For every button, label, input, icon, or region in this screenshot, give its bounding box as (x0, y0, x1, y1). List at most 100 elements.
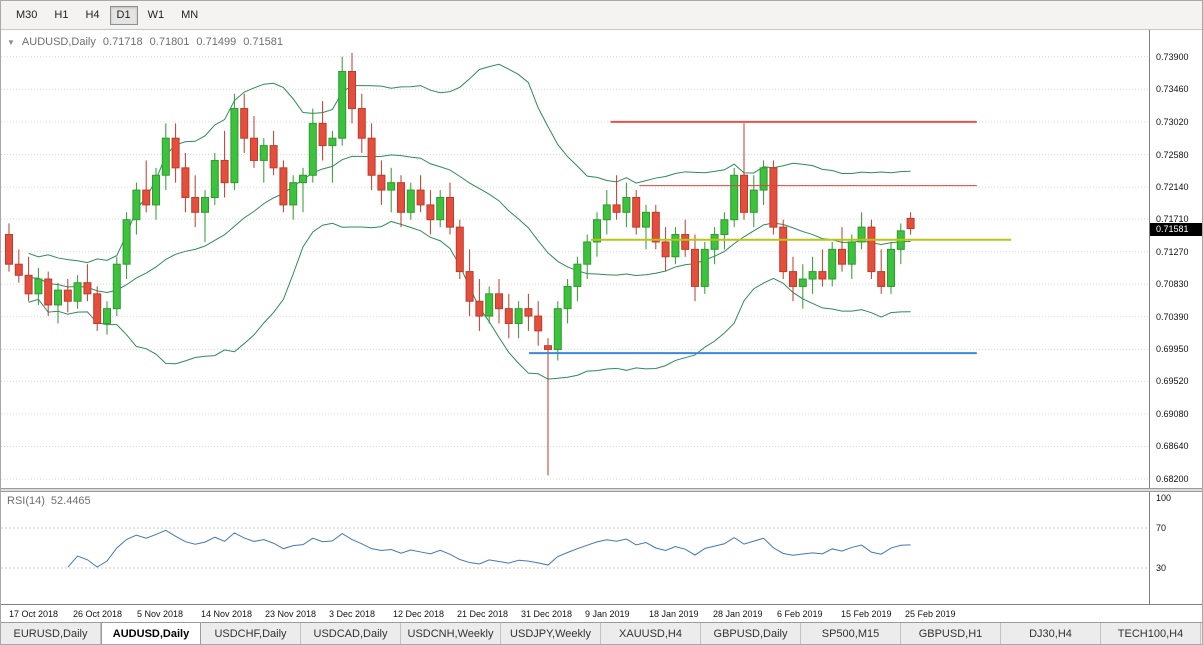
candle-body (161, 137, 170, 176)
ohlc-low: 0.71499 (196, 36, 237, 48)
chart-tab-xauusd-h4[interactable]: XAUUSD,H4 (601, 623, 701, 644)
chart-tab-usdchf-daily[interactable]: USDCHF,Daily (201, 623, 301, 644)
candle-body (279, 167, 288, 206)
candle-body (289, 182, 298, 206)
timeframe-button-h1[interactable]: H1 (54, 8, 69, 21)
candle-body (583, 241, 592, 265)
price-axis-label: 0.72580 (1156, 149, 1189, 160)
time-axis[interactable]: 17 Oct 2018 26 Oct 2018 5 Nov 2018 14 Nov 2… (1, 604, 1202, 624)
time-axis-label: 17 Oct 2018 (9, 609, 59, 619)
timeframe-button-mn[interactable]: MN (181, 8, 199, 21)
candle-body (377, 174, 386, 191)
chart-window: ▼ AUDUSD,Daily 0.71718 0.71801 0.71499 0… (1, 30, 1202, 624)
candle-body (299, 174, 307, 184)
candle-body (671, 234, 680, 258)
candle-body (485, 293, 494, 317)
price-axis-label: 0.72140 (1156, 182, 1189, 193)
chart-tab-usdcnh-weekly[interactable]: USDCNH,Weekly (401, 623, 501, 644)
timeframe-button-m30[interactable]: M30 (16, 8, 38, 21)
chart-tab-dj30-h4[interactable]: DJ30,H4 (1001, 623, 1101, 644)
price-axis-label: 0.69520 (1156, 376, 1189, 387)
chart-tab-audusd-daily[interactable]: AUDUSD,Daily (101, 623, 201, 644)
candle-body (906, 217, 915, 230)
candle-body (328, 137, 337, 147)
candle-body (612, 204, 621, 213)
chart-tab-sp500-m15[interactable]: SP500,M15 (801, 623, 901, 644)
candle-body (250, 137, 258, 161)
candle-body (681, 234, 690, 250)
candle-body (230, 108, 239, 184)
candle-body (338, 71, 347, 139)
rsi-axis-label: 100 (1156, 493, 1172, 503)
time-axis-label: 28 Jan 2019 (713, 609, 763, 619)
rsi-chart (1, 527, 1149, 569)
chart-tab-usdcad-daily[interactable]: USDCAD,Daily (301, 623, 401, 644)
time-axis-label: 5 Nov 2018 (137, 609, 184, 619)
candle-body (397, 182, 405, 213)
candle-body (622, 196, 631, 213)
collapse-arrow-icon[interactable]: ▼ (7, 37, 15, 47)
time-axis-label: 6 Feb 2019 (777, 609, 823, 619)
candle-body (632, 196, 641, 228)
timeframe-button-d1[interactable]: D1 (109, 5, 138, 25)
price-axis-label: 0.71710 (1156, 213, 1189, 224)
rsi-axis-label: 70 (1156, 523, 1167, 533)
candle-body (534, 315, 543, 332)
candle-body (475, 300, 484, 317)
candle-body (348, 71, 356, 110)
candle-body (838, 248, 846, 265)
time-axis-label: 12 Dec 2018 (393, 609, 445, 619)
price-axis[interactable]: 0.73900 0.73460 0.73020 0.72580 0.72140 0.717… (1149, 30, 1202, 488)
price-axis-label: 0.68200 (1156, 474, 1189, 485)
candle-body (14, 263, 23, 276)
price-axis-label: 0.70390 (1156, 311, 1189, 322)
main-chart-pane[interactable]: ▼ AUDUSD,Daily 0.71718 0.71801 0.71499 0… (1, 30, 1202, 488)
time-axis-label: 15 Feb 2019 (841, 609, 892, 619)
candle-body (387, 182, 396, 191)
candle-body (201, 196, 209, 213)
chart-tab-usdjpy-weekly[interactable]: USDJPY,Weekly (501, 623, 601, 644)
candle-body (553, 308, 562, 350)
timeframe-button-w1[interactable]: W1 (147, 8, 165, 21)
candle-body (514, 308, 523, 324)
candle-body (318, 122, 327, 147)
candle-body (789, 271, 797, 287)
candle-body (465, 271, 474, 302)
candle-body (769, 167, 778, 228)
time-axis-label: 14 Nov 2018 (201, 609, 253, 619)
chart-tab-tech100-h4[interactable]: TECH100,H4 (1101, 623, 1201, 644)
time-axis-label: 9 Jan 2019 (585, 609, 630, 619)
candle-body (112, 263, 121, 310)
candle-body (642, 211, 650, 228)
candle-body (651, 211, 660, 243)
candle-body (887, 248, 895, 287)
ohlc-open: 0.71718 (102, 36, 143, 48)
candle-body (63, 289, 72, 302)
candle-body (240, 108, 249, 139)
time-axis-label: 18 Jan 2019 (649, 609, 699, 619)
candle-body (142, 189, 151, 206)
ohlc-high: 0.71801 (149, 36, 190, 48)
time-axis-label: 3 Dec 2018 (329, 609, 376, 619)
price-axis-label: 0.70830 (1156, 279, 1189, 290)
candle-body (426, 204, 435, 221)
chart-tab-eurusd-daily[interactable]: EURUSD,Daily (1, 623, 101, 644)
chart-tab-gbpusd-h1[interactable]: GBPUSD,H1 (901, 623, 1001, 644)
rsi-axis[interactable]: 100 70 30 (1149, 492, 1202, 604)
rsi-header: RSI(14) 52.4465 (7, 495, 91, 507)
candle-body (867, 226, 876, 273)
pane-splitter[interactable] (1, 488, 1202, 492)
chart-tab-gbpusd-daily[interactable]: GBPUSD,Daily (701, 623, 801, 644)
timeframe-button-h4[interactable]: H4 (85, 8, 100, 21)
price-axis-label: 0.73020 (1156, 116, 1189, 127)
candle-body (779, 226, 788, 273)
rsi-line (67, 529, 911, 568)
candle-body (857, 226, 866, 243)
candle-body (455, 226, 464, 273)
candlestick-chart[interactable] (1, 30, 1149, 488)
rsi-label: RSI(14) (7, 495, 45, 507)
candle-body (122, 219, 131, 265)
candle-body (563, 285, 572, 310)
chart-header: ▼ AUDUSD,Daily 0.71718 0.71801 0.71499 0… (7, 36, 283, 48)
